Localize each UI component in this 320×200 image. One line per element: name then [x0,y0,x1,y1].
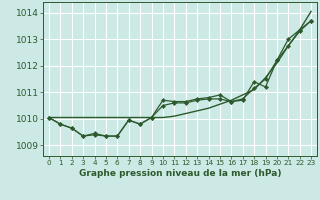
X-axis label: Graphe pression niveau de la mer (hPa): Graphe pression niveau de la mer (hPa) [79,169,281,178]
